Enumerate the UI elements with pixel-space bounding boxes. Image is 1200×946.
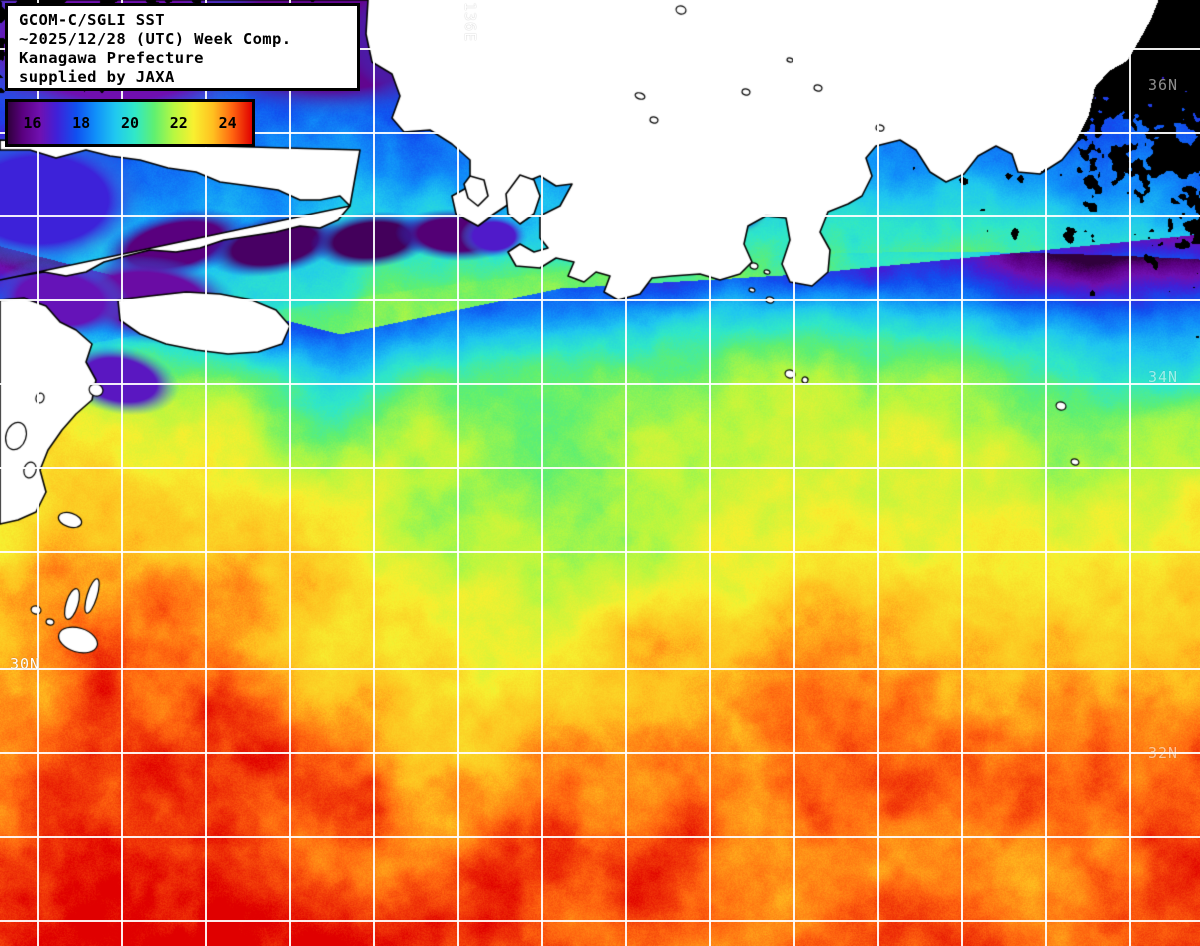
colorbar-tick-20: 20 — [120, 113, 140, 132]
colorbar-tick-labels: 16 18 20 22 24 — [8, 102, 252, 144]
colorbar-tick-24: 24 — [218, 113, 237, 132]
colorbar-gradient — [8, 102, 252, 144]
colorbar-tick-16: 16 — [23, 113, 42, 132]
title-line-date: ~2025/12/28 (UTC) Week Comp. — [19, 30, 292, 48]
colorbar-tick-18: 18 — [72, 113, 91, 132]
title-box: GCOM-C/SGLI SST ~2025/12/28 (UTC) Week C… — [5, 3, 360, 91]
title-line-region: Kanagawa Prefecture — [19, 49, 204, 67]
title-line-supplier: supplied by JAXA — [19, 68, 175, 86]
colorbar-tick-22: 22 — [169, 113, 188, 132]
title-line-product: GCOM-C/SGLI SST — [19, 11, 165, 29]
sst-colorbar: 16 18 20 22 24 — [5, 99, 255, 147]
